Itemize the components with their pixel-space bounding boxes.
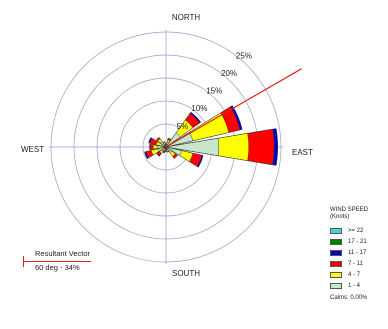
legend-unit: (Knots) — [330, 214, 350, 220]
legend-label: 1 - 4 — [348, 282, 361, 289]
petal-ESE-1-4 — [165, 146, 182, 156]
petal-SE-1-4 — [165, 146, 172, 153]
ring-label-15: 15% — [206, 87, 222, 96]
ring-labels: 5%10% 15% 20% 25% — [177, 51, 252, 131]
petal-E-1-4 — [165, 137, 220, 157]
resultant-vector — [165, 68, 302, 148]
ring-label-5: 5% — [177, 122, 189, 131]
compass-south-label: SOUTH — [172, 269, 200, 278]
wind-speed-legend: WIND SPEED (Knots) >= 22 17 - 21 11 - 17 7 … — [330, 207, 388, 301]
calms-label: Calms: 0.00% — [330, 295, 368, 301]
legend-label: 4 - 7 — [348, 271, 361, 278]
petal-NW-1-4 — [160, 141, 167, 148]
legend-item: 7 - 11 — [330, 258, 388, 269]
resultant-line — [23, 261, 91, 262]
compass-east-label: EAST — [292, 148, 313, 157]
legend-label: 7 - 11 — [348, 260, 363, 267]
resultant-title: Resultant Vector — [35, 249, 91, 258]
legend-label: 17 - 21 — [348, 238, 367, 245]
legend-item: 1 - 4 — [330, 280, 388, 291]
legend-swatch — [330, 249, 342, 256]
petal-NNW-1-4 — [164, 144, 167, 148]
legend-swatch — [330, 260, 342, 267]
legend-label: >= 22 — [348, 227, 364, 234]
legend-swatch — [330, 282, 342, 289]
legend-item: >= 22 — [330, 225, 388, 236]
legend-item: 17 - 21 — [330, 236, 388, 247]
wind-petals — [144, 105, 278, 168]
petal-W-1-4 — [157, 145, 167, 149]
compass-north-label: NORTH — [172, 13, 201, 22]
resultant-value: 60 deg - 34% — [35, 263, 80, 272]
petal-SW-1-4 — [161, 146, 167, 152]
legend-swatch — [330, 227, 342, 234]
legend-label: 11 - 17 — [348, 249, 367, 256]
resultant-tick — [23, 256, 24, 267]
ring-label-25: 25% — [236, 51, 252, 60]
legend-item: 4 - 7 — [330, 269, 388, 280]
legend-item: 11 - 17 — [330, 247, 388, 258]
legend-swatch — [330, 238, 342, 245]
ring-label-20: 20% — [221, 69, 237, 78]
petal-WSW-1-4 — [157, 146, 167, 152]
ring-label-10: 10% — [191, 104, 207, 113]
petal-NE-1-4 — [165, 132, 181, 148]
legend-swatch — [330, 271, 342, 278]
legend-items: >= 22 17 - 21 11 - 17 7 - 11 4 - 7 1 - 4 — [330, 225, 388, 291]
resultant-vector-box: Resultant Vector 60 deg - 34% — [23, 249, 93, 272]
legend-title: WIND SPEED — [330, 207, 369, 213]
compass-west-label: WEST — [21, 145, 44, 154]
resultant-vector-line — [165, 68, 302, 148]
